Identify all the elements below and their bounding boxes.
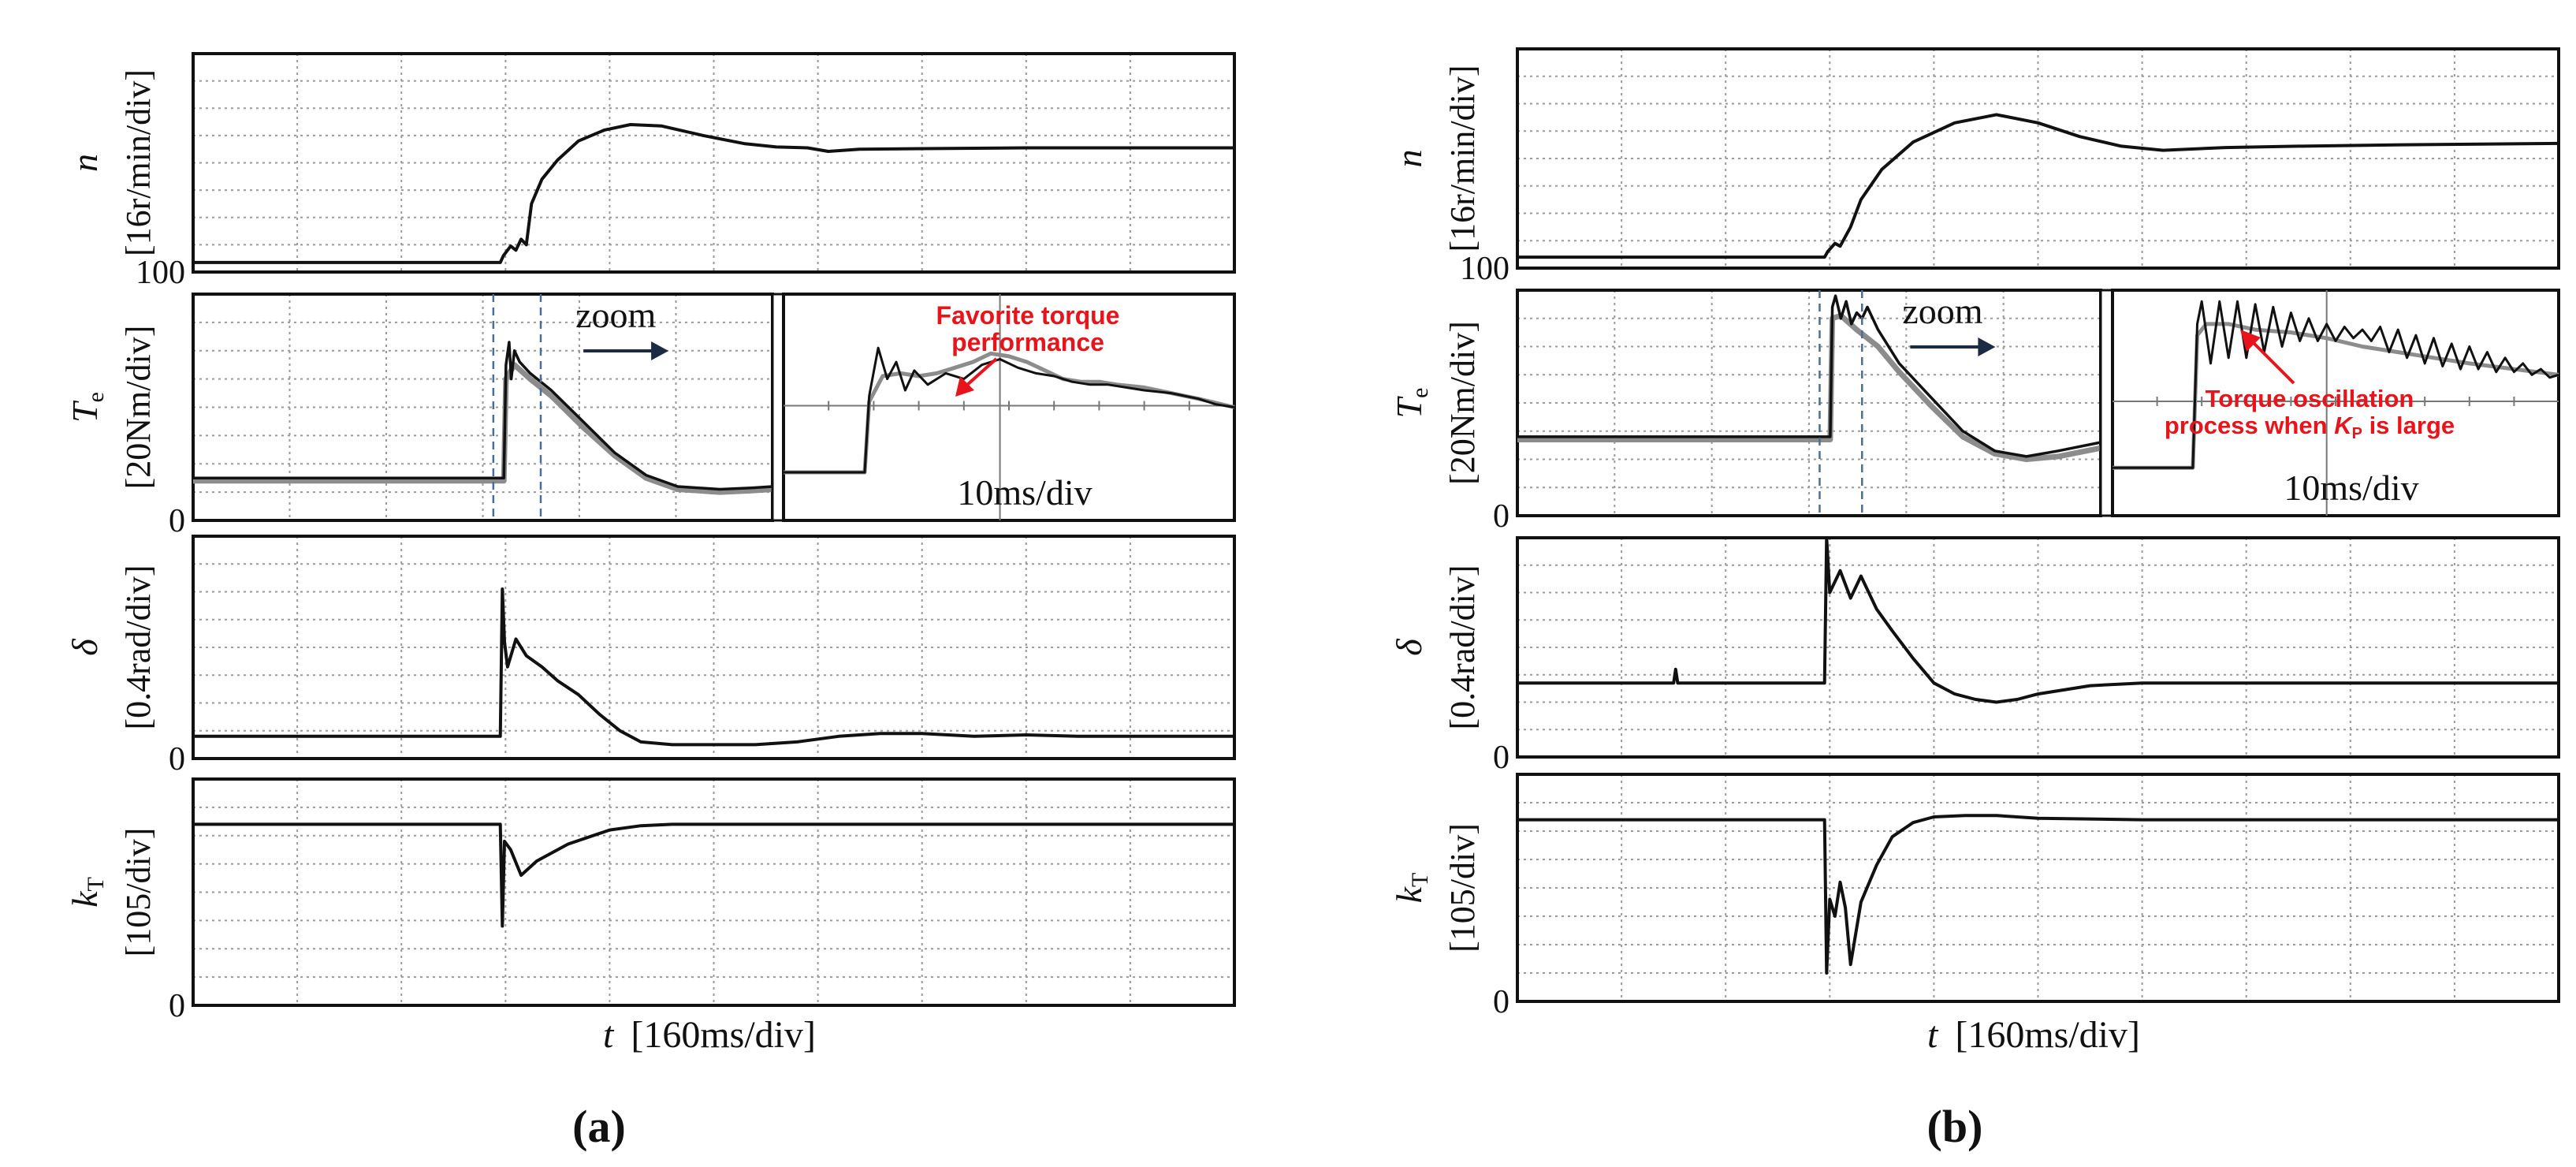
x-axis-symbol: t bbox=[603, 1014, 615, 1056]
annotation-arrow-shaft bbox=[965, 357, 998, 387]
delta-frame bbox=[1516, 536, 2560, 759]
x-axis-unit: [160ms/div] bbox=[631, 1014, 816, 1056]
delta-trace bbox=[1517, 536, 2559, 704]
plot-Te: Te [20Nm/div] 0 zoom 10ms/div Favorite torque… bbox=[65, 293, 1236, 539]
axis-subscript: T bbox=[1407, 873, 1433, 887]
panel-caption: (a) bbox=[572, 1101, 626, 1152]
kT-zero-label: 0 bbox=[1493, 984, 1509, 1020]
delta-zero-label: 0 bbox=[169, 741, 185, 777]
kT-zero-label: 0 bbox=[169, 988, 185, 1024]
kT-axis-symbol: kT bbox=[65, 877, 109, 908]
panel-a: n [16r/min/div]100 Te [20Nm/div] 0 zoom 10ms/d… bbox=[65, 52, 1236, 1152]
axis-subscript: e bbox=[83, 392, 109, 402]
kT-trace bbox=[1517, 814, 2559, 975]
annotation-arrow-icon bbox=[955, 376, 974, 397]
delta-axis-symbol: δ bbox=[1389, 639, 1429, 656]
delta-frame bbox=[192, 535, 1236, 760]
kT-axis-symbol: kT bbox=[1389, 873, 1433, 904]
annotation-arrow-shaft bbox=[2249, 338, 2295, 385]
annotation-arrow-icon bbox=[2240, 330, 2261, 352]
inset-separator bbox=[2099, 289, 2114, 517]
axis-symbol: δ bbox=[1389, 639, 1429, 656]
axis-symbol: δ bbox=[65, 639, 105, 656]
n-axis-symbol: n bbox=[1389, 150, 1429, 168]
panel-caption: (b) bbox=[1927, 1101, 1983, 1152]
annotation-text: process when bbox=[2165, 412, 2334, 439]
x-axis-label: t [160ms/div] bbox=[1927, 1014, 2140, 1056]
x-axis-unit: [160ms/div] bbox=[1955, 1014, 2140, 1056]
Te-axis-unit: [20Nm/div] bbox=[1443, 321, 1482, 485]
n-axis-unit: [16r/min/div] bbox=[119, 69, 158, 256]
plot-n: n [16r/min/div]100 bbox=[1389, 47, 2560, 287]
kT-frame bbox=[192, 777, 1236, 1007]
axis-subscript: T bbox=[83, 877, 109, 891]
n-zero-label: 100 bbox=[1460, 251, 1509, 287]
annotation-symbol: K bbox=[2334, 412, 2354, 439]
x-axis-label: t [160ms/div] bbox=[603, 1014, 816, 1056]
annotation-subscript: P bbox=[2352, 425, 2362, 442]
Te-axis-symbol: Te bbox=[1389, 388, 1433, 419]
n-axis-symbol: n bbox=[65, 154, 105, 172]
kT-axis-unit: [105/div] bbox=[1443, 823, 1482, 953]
annotation-line-1: Torque oscillation bbox=[2206, 385, 2414, 412]
kT-trace bbox=[193, 822, 1234, 928]
delta-axis-symbol: δ bbox=[65, 639, 105, 656]
annotation-line-2: process when KP is large bbox=[2165, 412, 2455, 442]
axis-subscript: e bbox=[1407, 388, 1433, 398]
zoom-label: zoom bbox=[1902, 291, 1982, 331]
annotation-line-2: performance bbox=[951, 328, 1104, 356]
axis-symbol: T bbox=[65, 400, 105, 423]
annotation-text: is large bbox=[2362, 412, 2455, 439]
kT-frame bbox=[1516, 773, 2560, 1003]
kT-axis-unit: [105/div] bbox=[119, 828, 158, 957]
panel-b: n [16r/min/div]100 Te [20Nm/div] 0 zoom 10ms/d… bbox=[1389, 47, 2560, 1152]
axis-symbol: k bbox=[65, 890, 105, 908]
Te-axis-symbol: Te bbox=[65, 392, 109, 423]
n-trace bbox=[193, 123, 1234, 264]
axis-symbol: k bbox=[1389, 886, 1429, 903]
annotation-line-1: Favorite torque bbox=[936, 301, 1120, 330]
plot-kT: kT [105/div] 0 bbox=[1389, 773, 2560, 1020]
inset-torque-trace bbox=[784, 346, 1235, 474]
plot-kT: kT [105/div] 0 bbox=[65, 777, 1236, 1024]
zoom-arrow-icon bbox=[1978, 337, 1996, 356]
n-frame bbox=[192, 52, 1236, 274]
plot-n: n [16r/min/div]100 bbox=[65, 52, 1236, 291]
axis-symbol: n bbox=[1389, 150, 1429, 168]
Te-axis-unit: [20Nm/div] bbox=[119, 326, 158, 490]
delta-axis-unit: [0.4rad/div] bbox=[119, 565, 158, 730]
plot-Te: Te [20Nm/div] 0 zoom 10ms/div Torque oscillat… bbox=[1389, 289, 2560, 535]
inset-time-scale: 10ms/div bbox=[957, 472, 1092, 513]
delta-zero-label: 0 bbox=[1493, 740, 1509, 776]
delta-axis-unit: [0.4rad/div] bbox=[1443, 565, 1482, 730]
Te-zero-label: 0 bbox=[169, 503, 185, 539]
axis-symbol: T bbox=[1389, 395, 1429, 418]
x-axis-symbol: t bbox=[1927, 1014, 1939, 1056]
n-axis-unit: [16r/min/div] bbox=[1443, 65, 1482, 252]
n-zero-label: 100 bbox=[136, 255, 185, 291]
zoom-arrow-icon bbox=[651, 341, 669, 360]
axis-symbol: n bbox=[65, 154, 105, 172]
inset-time-scale: 10ms/div bbox=[2284, 468, 2418, 508]
plot-delta: δ [0.4rad/div] 0 bbox=[65, 535, 1236, 777]
Te-zero-label: 0 bbox=[1493, 498, 1509, 535]
plot-delta: δ [0.4rad/div] 0 bbox=[1389, 536, 2560, 776]
zoom-label: zoom bbox=[575, 295, 656, 335]
n-trace bbox=[1517, 113, 2559, 259]
n-frame bbox=[1516, 47, 2560, 270]
inset-torque-trace bbox=[2113, 300, 2559, 469]
delta-trace bbox=[193, 587, 1234, 747]
inset-separator bbox=[771, 293, 785, 522]
Te-trace bbox=[1517, 294, 2101, 458]
